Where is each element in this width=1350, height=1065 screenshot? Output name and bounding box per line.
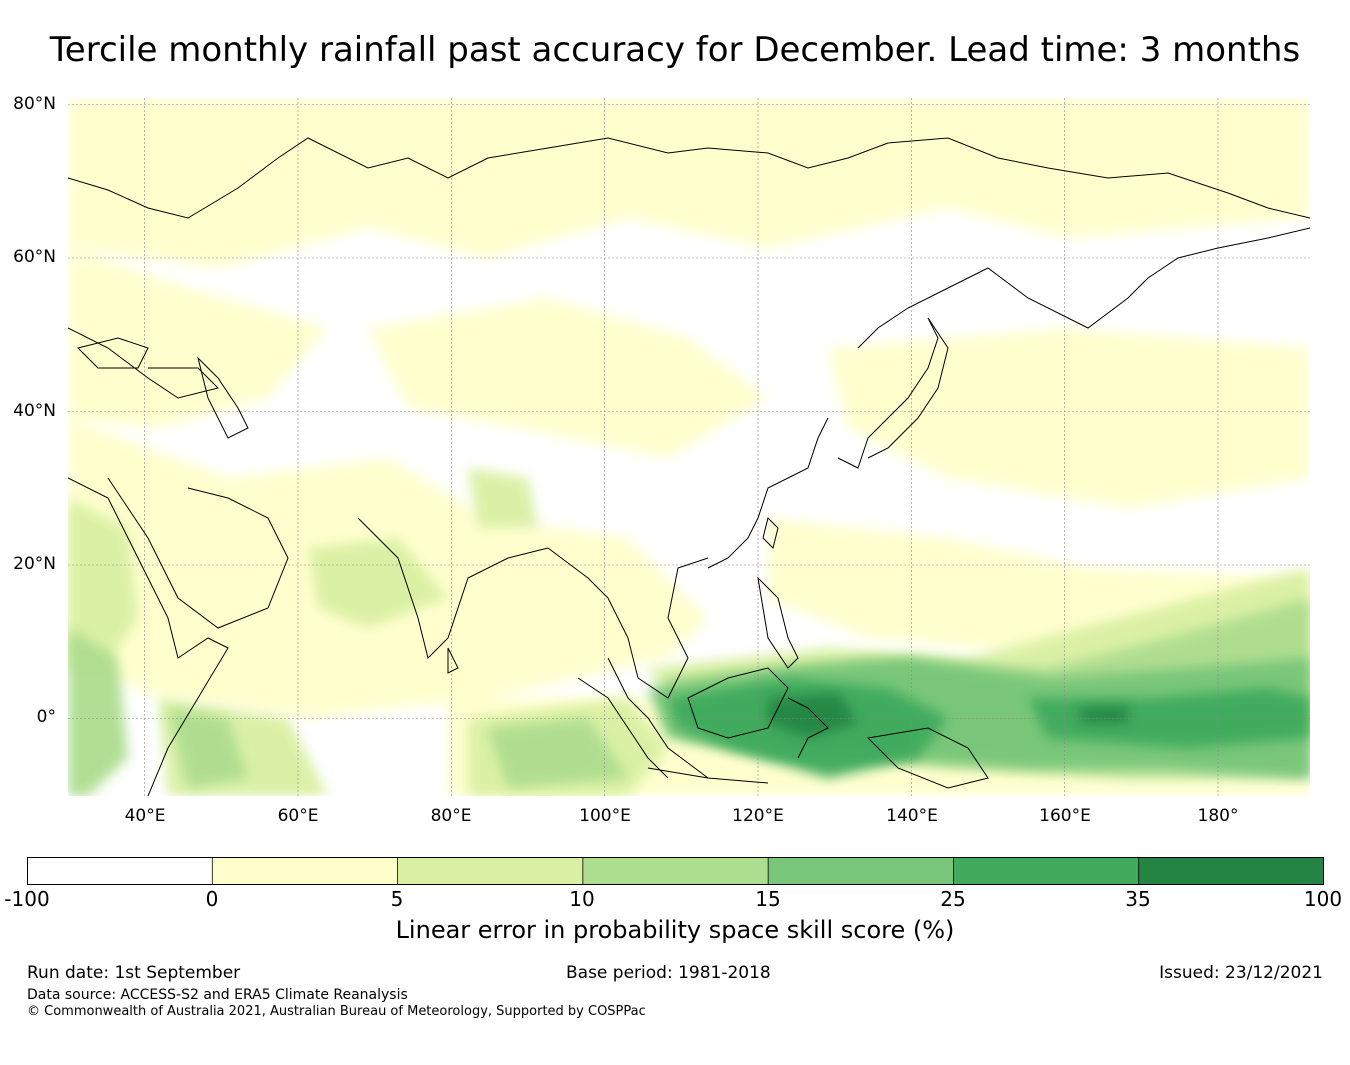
colorbar-segment-3 [582,857,769,885]
lon-label-100e: 100°E [579,806,631,826]
colorbar-segment-4 [768,857,954,885]
run-date: Run date: 1st September [27,963,241,983]
colorbar-tick-0: 0 [205,887,219,911]
colorbar-tick-15: 15 [755,887,781,911]
colorbar-tick-35: 35 [1125,887,1151,911]
colorbar-segment-6 [1138,857,1324,885]
issued-date: Issued: 23/12/2021 [1159,963,1323,983]
colorbar-tick-10: 10 [569,887,595,911]
colorbar-tick-5: 5 [390,887,404,911]
colorbar-tick-m100: -100 [4,887,50,911]
lat-label-40n: 40°N [13,401,56,421]
data-source: Data source: ACCESS-S2 and ERA5 Climate … [27,987,408,1003]
colorbar-segment-1 [212,857,399,885]
lon-label-180: 180° [1197,806,1239,826]
skill-shading-35-100 [768,693,1128,738]
lon-label-160e: 160°E [1039,806,1091,826]
lat-label-60n: 60°N [13,247,56,267]
skill-map [68,98,1310,796]
lon-label-120e: 120°E [732,806,784,826]
lat-label-20n: 20°N [13,554,56,574]
colorbar-segment-5 [953,857,1140,885]
colorbar [27,857,1324,885]
base-period: Base period: 1981-2018 [566,963,771,983]
colorbar-segment-0 [27,857,213,885]
lon-label-40e: 40°E [124,806,166,826]
graticule [68,98,1310,796]
lon-label-80e: 80°E [430,806,472,826]
coastlines [68,137,1310,796]
map-title: Tercile monthly rainfall past accuracy f… [49,30,1301,70]
copyright: © Commonwealth of Australia 2021, Austra… [27,1004,646,1019]
lat-label-0: 0° [36,707,56,727]
colorbar-label: Linear error in probability space skill … [395,916,955,944]
colorbar-tick-100: 100 [1303,887,1343,911]
lat-label-80n: 80°N [13,94,56,114]
lon-label-60e: 60°E [277,806,319,826]
colorbar-segment-2 [397,857,584,885]
colorbar-tick-25: 25 [940,887,966,911]
lon-label-140e: 140°E [886,806,938,826]
